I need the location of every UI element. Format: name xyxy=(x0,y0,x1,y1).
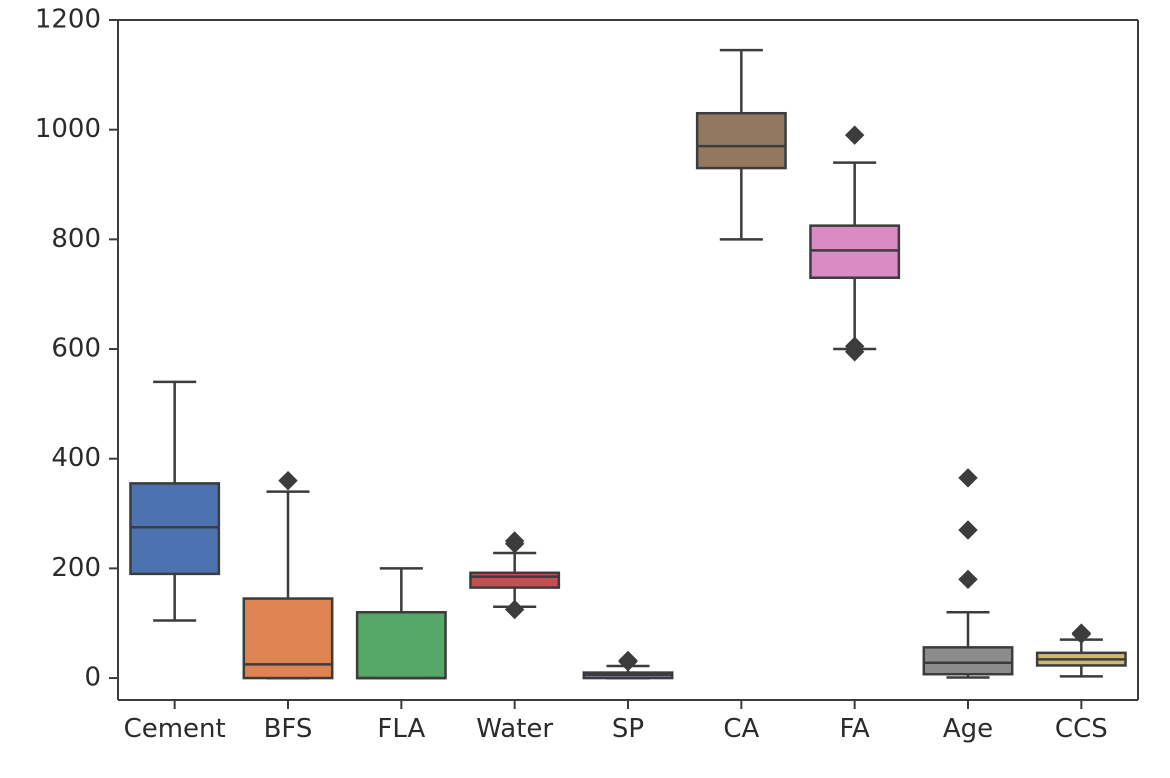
x-category-label: FLA xyxy=(377,714,425,744)
y-tick-label: 800 xyxy=(51,224,101,254)
x-category-label: Age xyxy=(943,714,993,744)
x-category-label: SP xyxy=(612,714,644,744)
boxplot-chart: 0 200 400 600 800 1000 1200 Cement BFS FLA Water SP… xyxy=(0,0,1170,778)
x-category-label: CA xyxy=(723,714,759,744)
x-category-label: BFS xyxy=(264,714,313,744)
y-tick-label: 400 xyxy=(51,443,101,473)
y-tick-label: 600 xyxy=(51,334,101,364)
x-category-label: FA xyxy=(839,714,870,744)
x-category-label: CCS xyxy=(1055,714,1108,744)
x-category-label: Cement xyxy=(124,714,226,744)
y-tick-label: 1200 xyxy=(35,5,101,35)
y-tick-label: 0 xyxy=(84,663,101,693)
y-tick-label: 200 xyxy=(51,553,101,583)
x-category-label: Water xyxy=(476,714,553,744)
y-tick-label: 1000 xyxy=(35,114,101,144)
chart-svg: 0 200 400 600 800 1000 1200 Cement BFS FLA Water SP… xyxy=(0,0,1170,778)
